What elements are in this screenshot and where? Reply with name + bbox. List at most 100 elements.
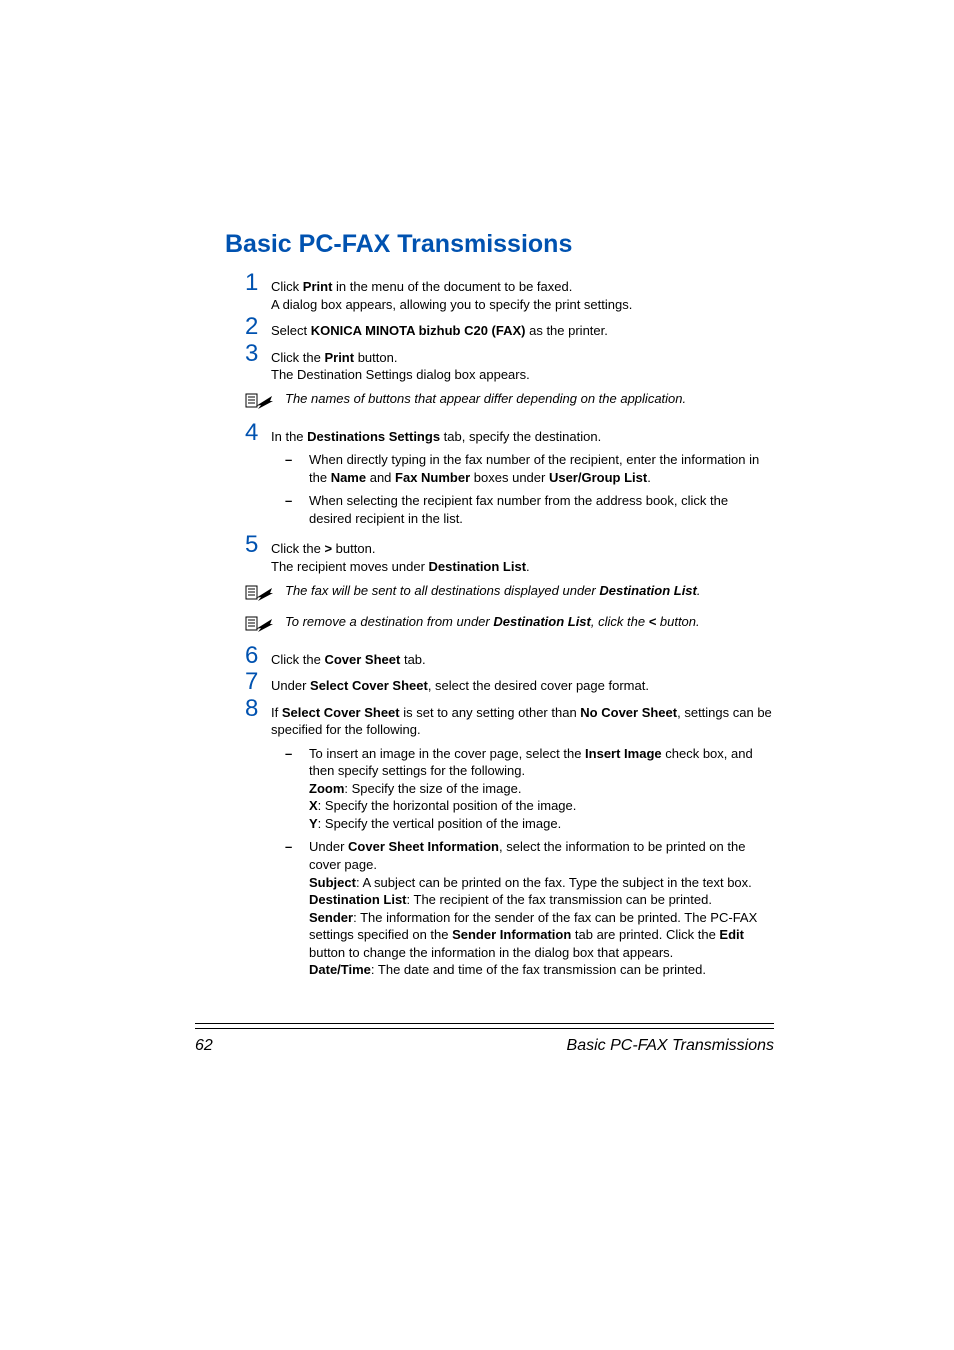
text-bold: Print (324, 350, 354, 365)
sub-body: When selecting the recipient fax number … (309, 492, 774, 527)
text: is set to any setting other than (400, 705, 581, 720)
step-4: 4 In the Destinations Settings tab, spec… (245, 421, 774, 446)
note-text: To remove a destination from under Desti… (271, 613, 774, 631)
step-number: 5 (245, 533, 271, 557)
sub-list: – When directly typing in the fax number… (285, 451, 774, 527)
text: . (697, 583, 701, 598)
text: The fax will be sent to all destinations… (285, 583, 599, 598)
note-text: The names of buttons that appear differ … (271, 390, 774, 408)
step-body: If Select Cover Sheet is set to any sett… (271, 697, 774, 739)
step-list: 1 Click Print in the menu of the documen… (245, 271, 774, 384)
text-bold: Cover Sheet (324, 652, 400, 667)
text-bold: Sender Information (452, 927, 571, 942)
sub-body: When directly typing in the fax number o… (309, 451, 774, 486)
text-bold: Cover Sheet Information (348, 839, 499, 854)
text: Under (309, 839, 348, 854)
text: . (647, 470, 651, 485)
step-list: 4 In the Destinations Settings tab, spec… (245, 421, 774, 446)
dash: – (285, 838, 309, 856)
text: . (526, 559, 530, 574)
sub-item: – To insert an image in the cover page, … (285, 745, 774, 833)
text-bold: Y (309, 816, 318, 831)
text: button. (354, 350, 397, 365)
text-bold: KONICA MINOTA bizhub C20 (FAX) (311, 323, 526, 338)
text-bold: Destination List (493, 614, 591, 629)
page-heading: Basic PC-FAX Transmissions (225, 230, 774, 259)
text-bold: X (309, 798, 318, 813)
dash: – (285, 451, 309, 469)
step-list: 5 Click the > button. The recipient move… (245, 533, 774, 575)
text-bold: Destination List (309, 892, 407, 907)
text-bold: > (324, 541, 332, 556)
footer-title: Basic PC-FAX Transmissions (567, 1037, 774, 1055)
sub-list: – To insert an image in the cover page, … (285, 745, 774, 979)
text: tab, specify the destination. (440, 429, 601, 444)
text: button. (656, 614, 699, 629)
step-number: 7 (245, 670, 271, 694)
step-number: 1 (245, 271, 271, 295)
step-body: Under Select Cover Sheet, select the des… (271, 670, 774, 695)
text: tab are printed. Click the (571, 927, 719, 942)
text-bold: Destination List (599, 583, 697, 598)
page-footer: 62 Basic PC-FAX Transmissions (195, 1023, 774, 1055)
footer-line: 62 Basic PC-FAX Transmissions (195, 1037, 774, 1055)
dash: – (285, 745, 309, 763)
step-number: 2 (245, 315, 271, 339)
text: In the (271, 429, 307, 444)
sub-item: – When selecting the recipient fax numbe… (285, 492, 774, 527)
sub-body: To insert an image in the cover page, se… (309, 745, 774, 833)
text-bold: Zoom (309, 781, 344, 796)
note-icon (245, 390, 271, 415)
text-bold: Date/Time (309, 962, 371, 977)
text: Click the (271, 652, 324, 667)
text: , click the (591, 614, 649, 629)
step-number: 6 (245, 644, 271, 668)
step-list: 6 Click the Cover Sheet tab. 7 Under Sel… (245, 644, 774, 739)
text-bold: Destinations Settings (307, 429, 440, 444)
footer-rule (195, 1023, 774, 1029)
text: tab. (400, 652, 425, 667)
sub-item: – When directly typing in the fax number… (285, 451, 774, 486)
text-bold: Name (331, 470, 366, 485)
step-body: Click the Cover Sheet tab. (271, 644, 774, 669)
text-bold: Sender (309, 910, 353, 925)
sub-item: – Under Cover Sheet Information, select … (285, 838, 774, 978)
step-number: 4 (245, 421, 271, 445)
step-1: 1 Click Print in the menu of the documen… (245, 271, 774, 313)
sub-body: Under Cover Sheet Information, select th… (309, 838, 774, 978)
step-number: 3 (245, 342, 271, 366)
text: , select the desired cover page format. (428, 678, 649, 693)
step-body: In the Destinations Settings tab, specif… (271, 421, 774, 446)
text: If (271, 705, 282, 720)
note: The fax will be sent to all destinations… (245, 582, 774, 607)
page-content: Basic PC-FAX Transmissions 1 Click Print… (0, 0, 954, 1115)
step-number: 8 (245, 697, 271, 721)
text: : A subject can be printed on the fax. T… (356, 875, 752, 890)
text-bold: Edit (719, 927, 744, 942)
text: : Specify the size of the image. (344, 781, 521, 796)
text-bold: Subject (309, 875, 356, 890)
step-6: 6 Click the Cover Sheet tab. (245, 644, 774, 669)
text: A dialog box appears, allowing you to sp… (271, 297, 632, 312)
text: : Specify the vertical position of the i… (318, 816, 562, 831)
text: : The date and time of the fax transmiss… (371, 962, 706, 977)
text: button. (332, 541, 375, 556)
step-3: 3 Click the Print button. The Destinatio… (245, 342, 774, 384)
text: Click the (271, 350, 324, 365)
step-body: Select KONICA MINOTA bizhub C20 (FAX) as… (271, 315, 774, 340)
text-bold: Fax Number (395, 470, 470, 485)
dash: – (285, 492, 309, 510)
step-body: Click the > button. The recipient moves … (271, 533, 774, 575)
text: as the printer. (525, 323, 607, 338)
step-8: 8 If Select Cover Sheet is set to any se… (245, 697, 774, 739)
text: The Destination Settings dialog box appe… (271, 367, 530, 382)
step-7: 7 Under Select Cover Sheet, select the d… (245, 670, 774, 695)
text-bold: Insert Image (585, 746, 662, 761)
step-5: 5 Click the > button. The recipient move… (245, 533, 774, 575)
text: To insert an image in the cover page, se… (309, 746, 585, 761)
note: To remove a destination from under Desti… (245, 613, 774, 638)
text: Select (271, 323, 311, 338)
text-bold: Select Cover Sheet (282, 705, 400, 720)
step-body: Click Print in the menu of the document … (271, 271, 774, 313)
text-bold: Select Cover Sheet (310, 678, 428, 693)
